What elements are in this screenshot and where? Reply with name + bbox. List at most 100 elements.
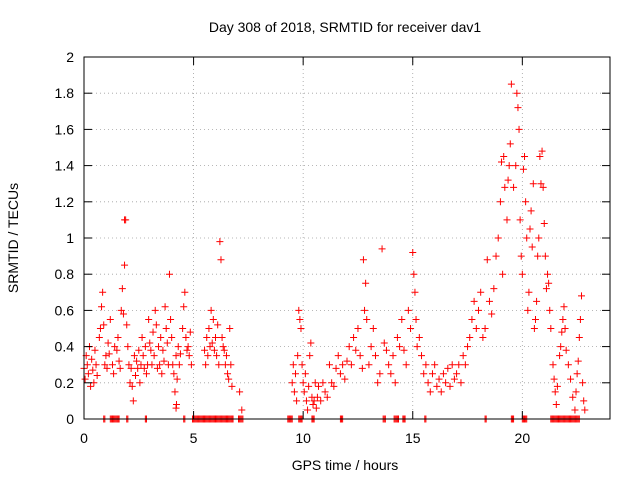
data-point — [214, 321, 222, 329]
data-point — [210, 346, 218, 354]
data-point — [455, 361, 463, 369]
data-point — [382, 346, 390, 354]
data-point — [418, 352, 426, 360]
y-tick-label: 1.8 — [55, 85, 75, 101]
data-point — [302, 397, 310, 405]
data-point — [169, 361, 177, 369]
data-point — [182, 334, 190, 342]
data-point — [546, 306, 554, 314]
data-point — [494, 234, 502, 242]
data-point — [576, 315, 584, 323]
data-point — [123, 321, 131, 329]
data-point — [453, 370, 461, 378]
data-point — [218, 334, 226, 342]
data-point — [361, 306, 369, 314]
data-point — [365, 361, 373, 369]
data-point — [448, 361, 456, 369]
data-point — [428, 370, 436, 378]
data-point — [371, 352, 379, 360]
data-point — [533, 297, 541, 305]
data-point — [538, 147, 546, 155]
data-point — [404, 306, 412, 314]
data-point — [433, 382, 441, 390]
data-point — [295, 306, 303, 314]
data-point — [321, 388, 329, 396]
data-point — [461, 361, 469, 369]
data-point — [415, 334, 423, 342]
y-tick-label: 1 — [66, 230, 74, 246]
chart-title: Day 308 of 2018, SRMTID for receiver dav… — [209, 19, 482, 35]
data-point — [317, 397, 325, 405]
data-point — [100, 321, 108, 329]
data-point — [140, 364, 148, 372]
data-point — [446, 382, 454, 390]
data-point — [207, 306, 215, 314]
data-point — [505, 162, 513, 170]
data-point — [492, 252, 500, 260]
data-point — [173, 375, 181, 383]
data-point — [110, 370, 118, 378]
data-point — [579, 379, 587, 387]
data-point — [420, 370, 428, 378]
data-point — [139, 352, 147, 360]
data-point — [541, 252, 549, 260]
data-point — [409, 248, 417, 256]
grid-lines — [84, 57, 610, 419]
data-point — [572, 388, 580, 396]
y-tick-label: 0.4 — [55, 339, 75, 355]
data-point — [206, 343, 214, 351]
data-point — [472, 325, 480, 332]
data-point — [347, 361, 355, 369]
data-point — [562, 346, 570, 354]
data-point — [354, 325, 362, 332]
data-point — [153, 364, 161, 372]
x-tick-label: 10 — [295, 430, 311, 446]
data-point — [297, 325, 305, 332]
data-point — [488, 310, 496, 318]
data-point — [172, 401, 180, 409]
data-point — [411, 288, 419, 296]
data-point — [103, 364, 111, 372]
data-point — [156, 361, 164, 369]
data-point — [387, 370, 395, 378]
data-point — [330, 382, 338, 390]
data-point — [185, 352, 193, 360]
data-point — [84, 370, 92, 378]
data-point — [571, 406, 579, 414]
data-point — [170, 370, 178, 378]
data-point — [315, 382, 323, 390]
data-point — [431, 361, 439, 369]
data-point — [468, 315, 476, 323]
data-point — [311, 379, 319, 387]
data-point — [174, 343, 182, 351]
data-point — [400, 346, 408, 354]
data-point — [183, 346, 191, 354]
data-point — [363, 315, 371, 323]
data-point — [212, 334, 219, 342]
data-point — [510, 183, 518, 191]
data-point — [104, 339, 112, 347]
data-point — [186, 328, 194, 336]
data-point — [160, 357, 168, 365]
data-point — [396, 343, 404, 351]
data-point — [217, 256, 225, 264]
data-point — [558, 328, 566, 336]
data-point — [323, 393, 331, 401]
data-point — [136, 379, 144, 387]
data-point — [522, 198, 530, 206]
data-point — [294, 352, 302, 360]
data-point — [158, 370, 166, 378]
data-point — [556, 352, 564, 360]
data-point — [341, 375, 349, 383]
data-point — [148, 361, 156, 369]
data-point — [393, 334, 401, 342]
x-tick-label: 15 — [405, 430, 421, 446]
data-point — [564, 361, 572, 369]
data-point — [99, 288, 107, 296]
data-point — [545, 279, 553, 287]
data-point — [328, 379, 336, 387]
data-point — [204, 352, 212, 360]
data-point — [81, 375, 89, 383]
data-point — [537, 180, 545, 188]
data-point — [575, 334, 583, 342]
